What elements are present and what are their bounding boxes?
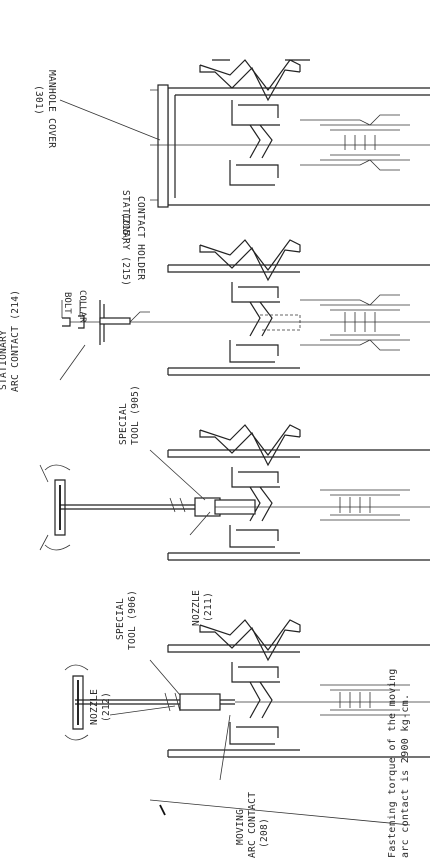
svg-text:(208): (208) xyxy=(259,818,270,848)
svg-text:NOZZLE: NOZZLE xyxy=(89,689,100,725)
svg-text:MANHOLE COVER: MANHOLE COVER xyxy=(46,70,57,148)
stage-moving-arc-contact xyxy=(64,619,430,826)
svg-text:(211): (211) xyxy=(203,592,214,622)
svg-text:BOLT: BOLT xyxy=(62,292,72,314)
svg-text:ARC CONTACT (214): ARC CONTACT (214) xyxy=(10,290,21,392)
nozzle-212-label: NOZZLE (212) xyxy=(89,689,112,725)
svg-text:NOZZLE: NOZZLE xyxy=(191,590,202,626)
torque-note: Fastening torque of the moving arc conta… xyxy=(387,668,411,858)
stage-manhole-cover xyxy=(59,59,430,208)
stationary-arc-contact-label: STATIONARY ARC CONTACT (214) xyxy=(0,290,21,392)
svg-text:STATIONARY (215): STATIONARY (215) xyxy=(120,190,131,286)
stage-special-tool-905 xyxy=(39,424,430,561)
svg-text:MOVING: MOVING xyxy=(235,809,246,845)
nozzle-211-label: NOZZLE (211) xyxy=(191,590,214,626)
svg-text:STATIONARY: STATIONARY xyxy=(0,330,9,390)
svg-text:CONTACT HOLDER: CONTACT HOLDER xyxy=(135,196,146,280)
special-tool-906-label: SPECIAL TOOL (906) xyxy=(115,590,138,650)
svg-text:SPECIAL: SPECIAL xyxy=(118,403,129,445)
bolt-collar-label: BOLT COLLAR xyxy=(62,290,87,323)
svg-text:(215): (215) xyxy=(120,212,131,242)
special-tool-905-label: SPECIAL TOOL (905) xyxy=(118,385,141,445)
svg-text:TOOL (905): TOOL (905) xyxy=(130,385,141,445)
svg-text:(212): (212) xyxy=(101,692,112,722)
svg-text:SPECIAL: SPECIAL xyxy=(115,598,126,640)
moving-arc-contact-label: MOVING ARC CONTACT (208) xyxy=(235,792,270,858)
manhole-cover-label: MANHOLE COVER (301) xyxy=(33,70,57,148)
svg-text:(301): (301) xyxy=(33,85,44,115)
stationary-contact-label: STATIONARY (215) CONTACT HOLDER (215) xyxy=(120,190,146,286)
svg-text:Fastening torque of the moving: Fastening torque of the moving xyxy=(387,668,398,858)
stage-stationary-contact xyxy=(59,239,430,381)
svg-text:TOOL (906): TOOL (906) xyxy=(127,590,138,650)
svg-text:COLLAR: COLLAR xyxy=(77,290,87,323)
svg-text:arc contact is 2900 kg-cm.: arc contact is 2900 kg-cm. xyxy=(400,694,411,858)
svg-text:ARC CONTACT: ARC CONTACT xyxy=(247,792,258,858)
